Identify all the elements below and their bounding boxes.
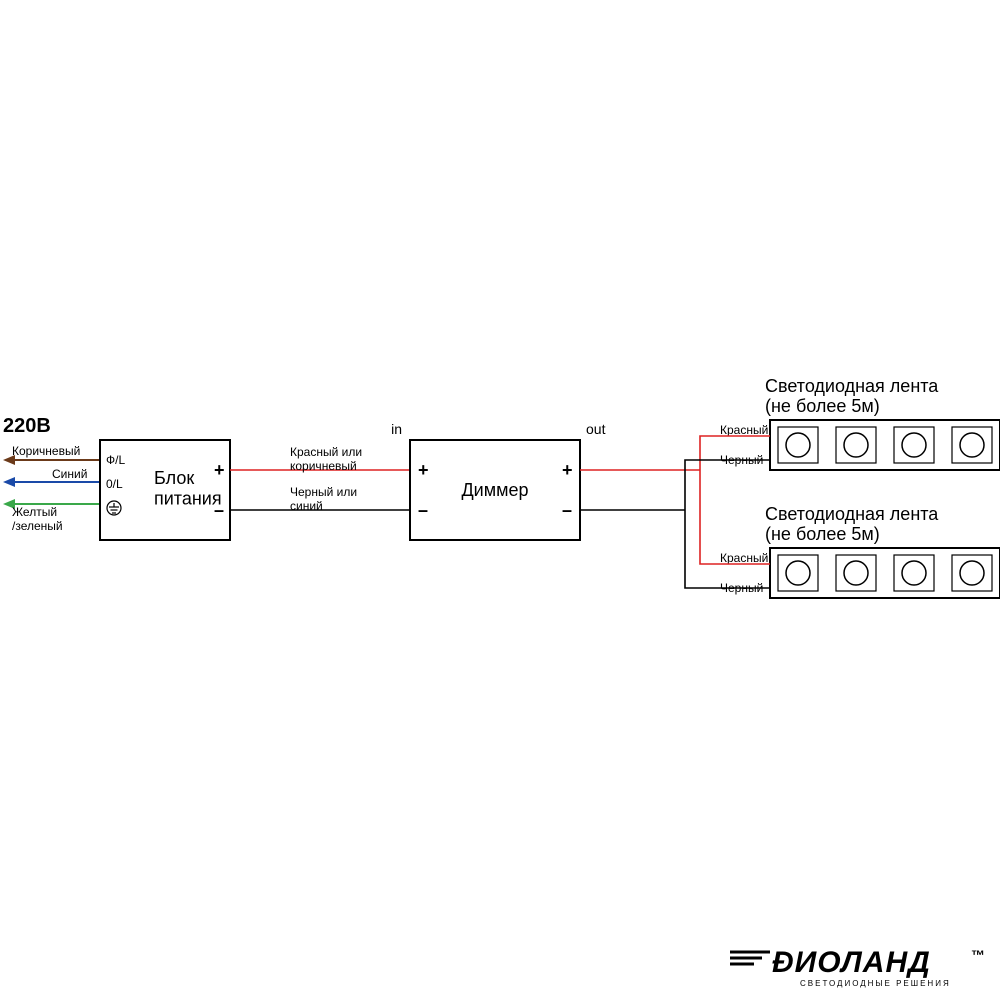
mains-brown-label: Коричневый <box>12 444 80 458</box>
dimmer-out-plus: + <box>562 460 573 480</box>
power-supply-title: Блок <box>154 468 194 488</box>
logo-tm: ™ <box>971 947 985 963</box>
psu-phase-terminal: Ф/L <box>106 453 125 467</box>
wire-minus-label: синий <box>290 499 323 513</box>
dimmer-out-label: out <box>586 421 606 437</box>
arrow-left-icon <box>3 477 15 487</box>
psu-minus: – <box>214 500 224 520</box>
dimmer-in-plus: + <box>418 460 429 480</box>
led-strip-subtitle-2: (не более 5м) <box>765 524 880 544</box>
power-supply-title: питания <box>154 489 222 509</box>
dimmer-title: Диммер <box>461 480 528 500</box>
mains-green-label: Желтый <box>12 505 57 519</box>
voltage-label: 220В <box>3 415 51 437</box>
logo-tagline: СВЕТОДИОДНЫЕ РЕШЕНИЯ <box>800 979 951 988</box>
led-strip-title-1: Светодиодная лента <box>765 376 939 396</box>
wire-out-red-strip2 <box>700 470 770 564</box>
wire-plus-label: Красный или <box>290 445 362 459</box>
dimmer-out-minus: – <box>562 500 572 520</box>
wire-out-black-strip2 <box>685 510 770 588</box>
mains-green-label: /зеленый <box>12 519 63 533</box>
psu-neutral-terminal: 0/L <box>106 477 123 491</box>
wire-plus-label: коричневый <box>290 459 357 473</box>
dimmer-in-minus: – <box>418 500 428 520</box>
dimmer-in-label: in <box>391 421 402 437</box>
wire-minus-label: Черный или <box>290 485 357 499</box>
mains-blue-label: Синий <box>52 467 87 481</box>
logo-brand: ƉИОЛАНД <box>772 946 931 979</box>
led-strip-subtitle-1: (не более 5м) <box>765 396 880 416</box>
led-red-label-2: Красный <box>720 551 768 565</box>
wiring-diagram: 220В Коричневый Синий Желтый/зеленый Блокпит… <box>0 0 1000 1000</box>
psu-plus: + <box>214 460 225 480</box>
led-strip-title-2: Светодиодная лента <box>765 504 939 524</box>
led-red-label-1: Красный <box>720 423 768 437</box>
wire-out-black-strip1 <box>685 460 770 510</box>
